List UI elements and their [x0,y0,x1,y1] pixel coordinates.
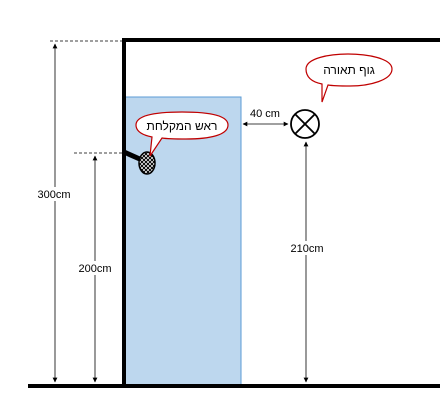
label-bg-210 [284,241,330,255]
circle-x-icon [290,109,320,139]
shower-head-callout: ראש המקלחת [135,111,229,157]
light-fixture-callout: גוף תאורה [305,53,393,103]
height-fixture-label: 210cm [290,243,323,255]
shower-area [123,96,242,387]
height-total-label: 300cm [37,189,70,201]
distance-horizontal-label: 40 cm [250,108,280,120]
label-bg-300 [30,187,80,201]
shower-head-label: ראש המקלחת [147,119,218,133]
height-head-label: 200cm [78,263,111,275]
light-fixture-label: גוף תאורה [323,63,375,77]
label-bg-200 [72,261,118,275]
mesh-shower-head-icon [122,149,156,175]
